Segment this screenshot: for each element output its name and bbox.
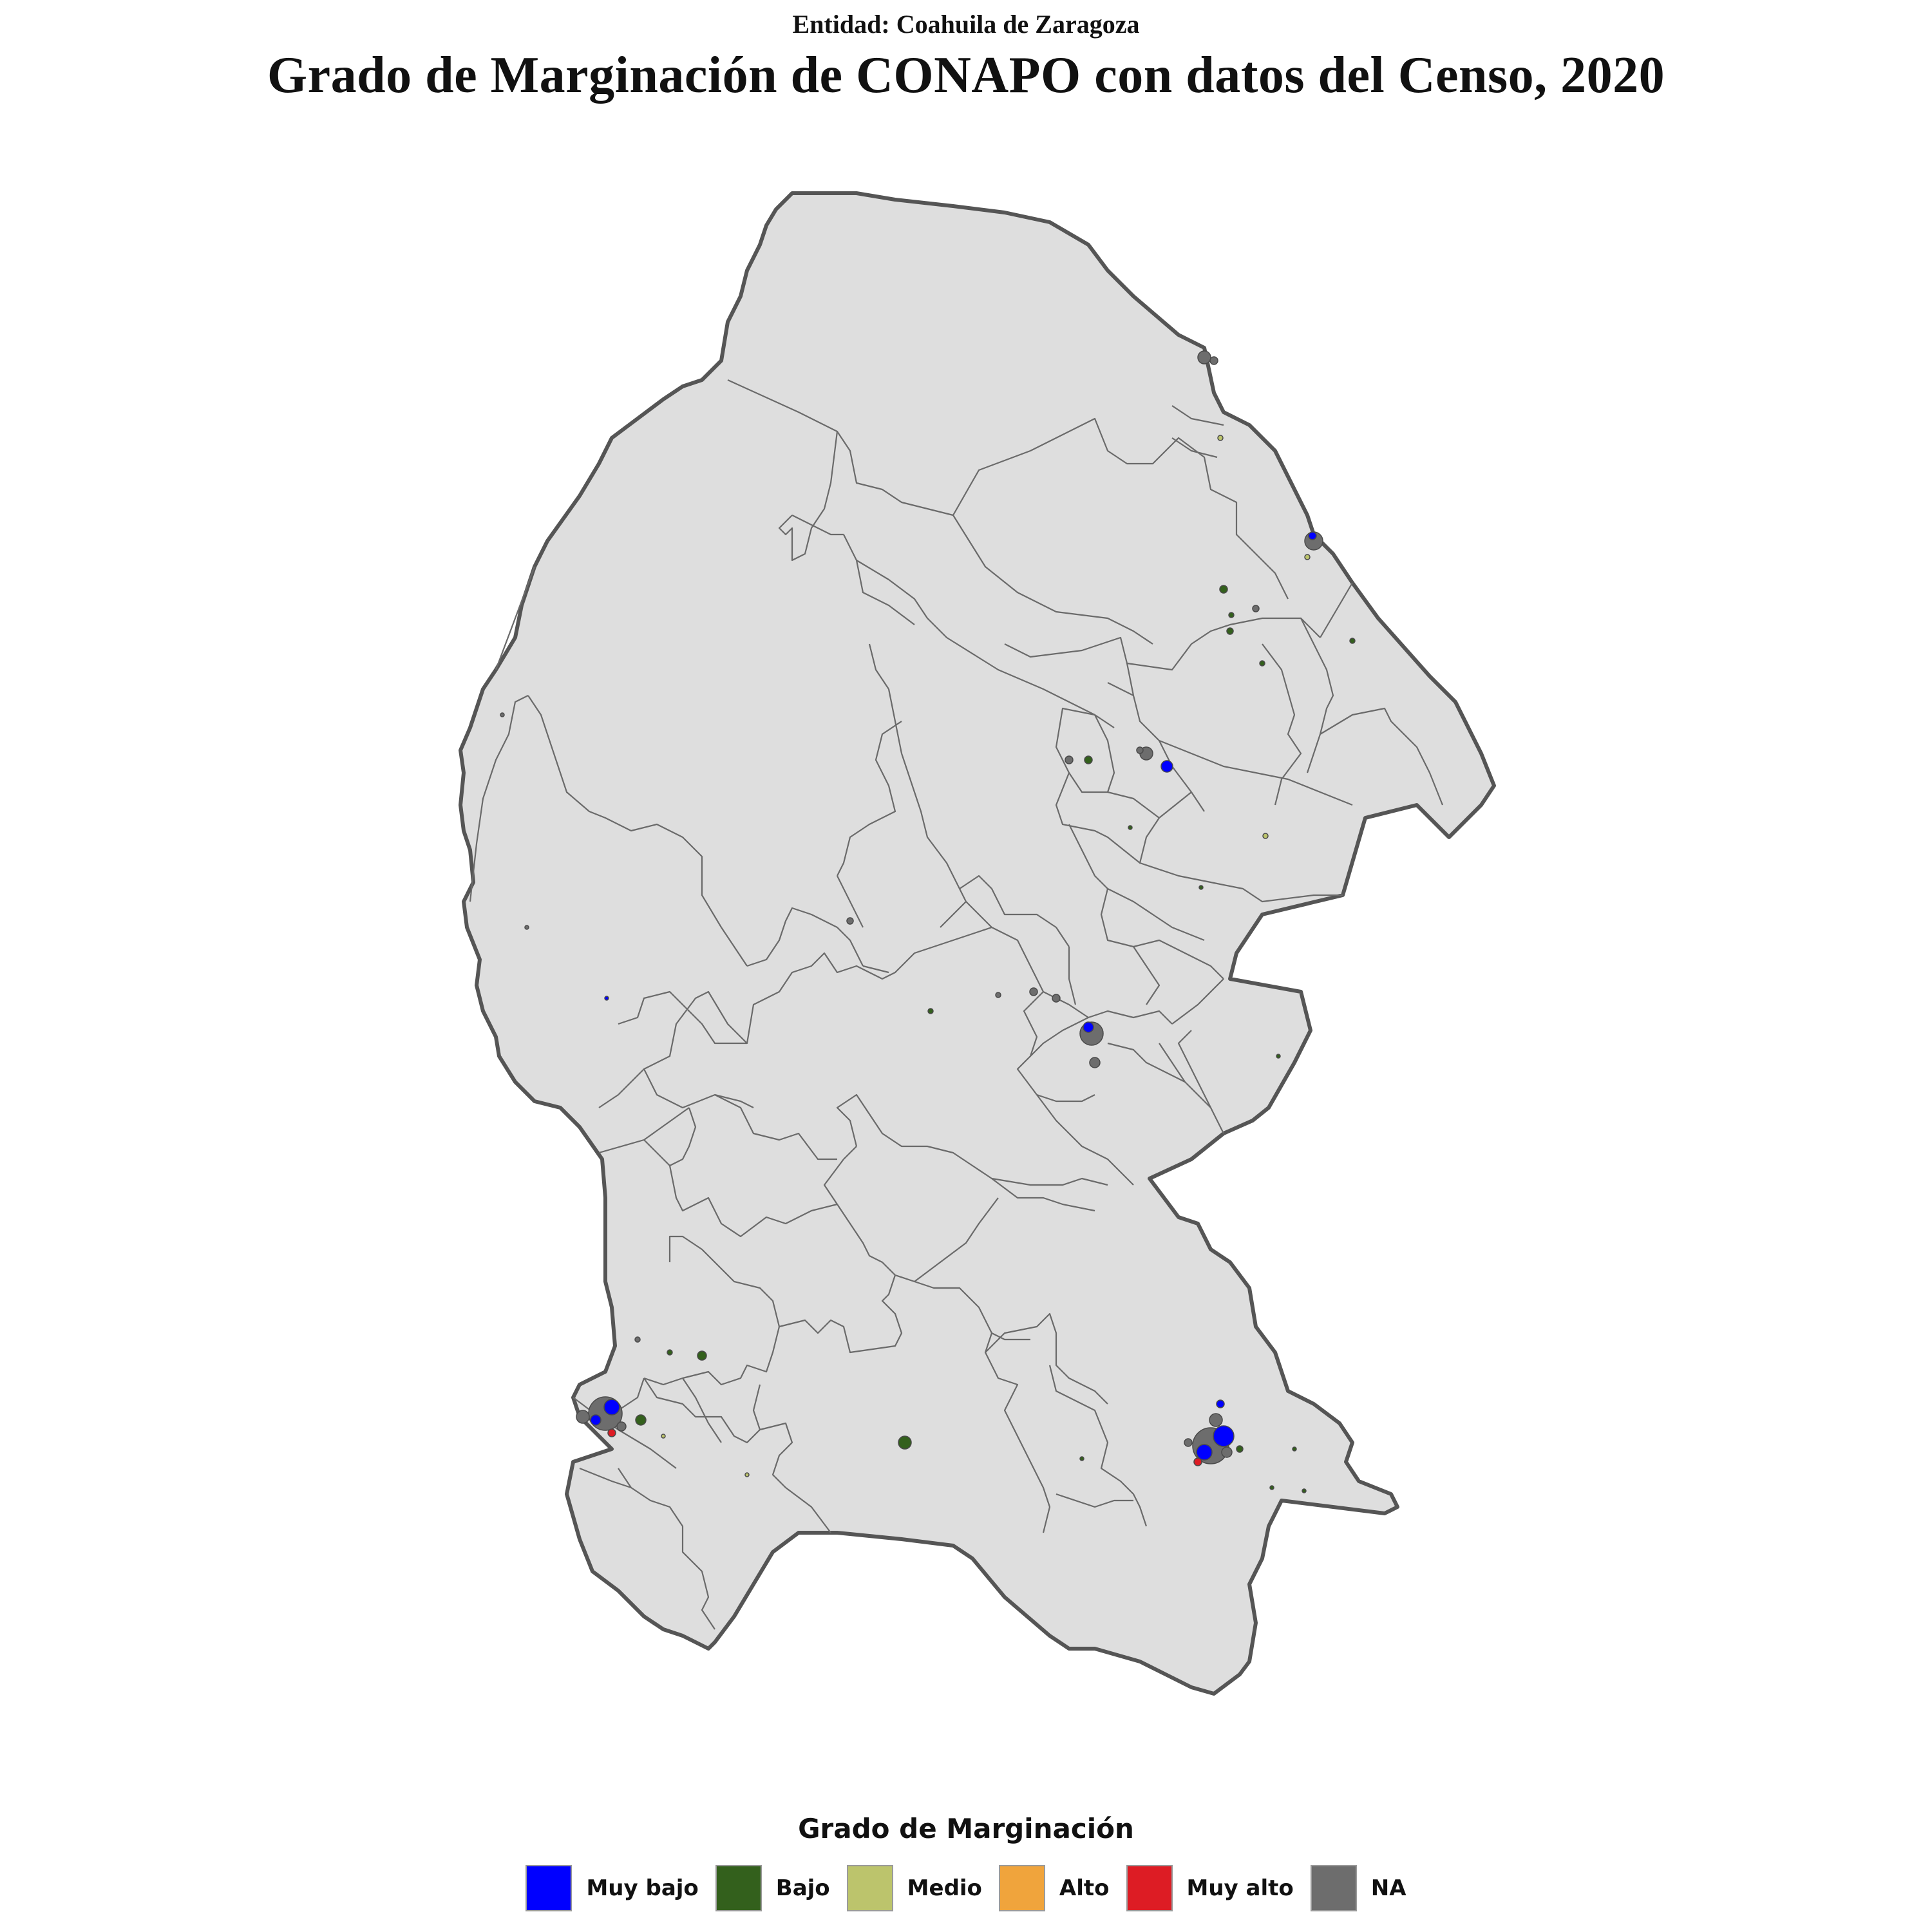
legend-item-muy-bajo: Muy bajo [526,1865,699,1911]
cluster-acuna [1197,350,1218,365]
legend-swatch [1126,1865,1173,1911]
legend-label: Muy bajo [586,1875,699,1901]
legend-swatch [1310,1865,1357,1911]
legend-item-muy-alto: Muy alto [1126,1865,1294,1911]
cluster-torreon [576,1396,647,1437]
legend-item-na: NA [1310,1865,1406,1911]
legend-label: NA [1370,1875,1406,1901]
legend-label: Medio [907,1875,982,1901]
cluster-saltillo [1184,1399,1244,1466]
legend: Muy bajo Bajo Medio Alto Muy alto NA [0,1862,1932,1914]
cluster-sabinas [1065,746,1173,773]
map-subtitle: Entidad: Coahuila de Zaragoza [792,10,1140,39]
state-outline [459,191,1496,1696]
legend-label: Muy alto [1186,1875,1294,1901]
legend-label: Alto [1059,1875,1110,1901]
cluster-monclova [1052,994,1104,1068]
cluster-piedras-negras [1304,531,1323,560]
legend-title: Grado de Marginación [798,1813,1134,1844]
legend-label: Bajo [775,1875,830,1901]
small-localities [500,435,1356,1493]
legend-item-bajo: Bajo [715,1865,830,1911]
legend-item-medio: Medio [846,1865,982,1911]
map-title: Grado de Marginación de CONAPO con datos… [267,47,1665,104]
legend-item-alto: Alto [998,1865,1110,1911]
legend-swatch [715,1865,762,1911]
legend-swatch [526,1865,573,1911]
legend-swatch [998,1865,1045,1911]
localidades [500,350,1356,1493]
legend-swatch [846,1865,893,1911]
